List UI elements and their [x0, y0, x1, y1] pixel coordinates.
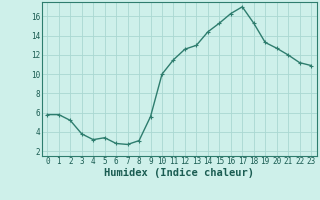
- X-axis label: Humidex (Indice chaleur): Humidex (Indice chaleur): [104, 168, 254, 178]
